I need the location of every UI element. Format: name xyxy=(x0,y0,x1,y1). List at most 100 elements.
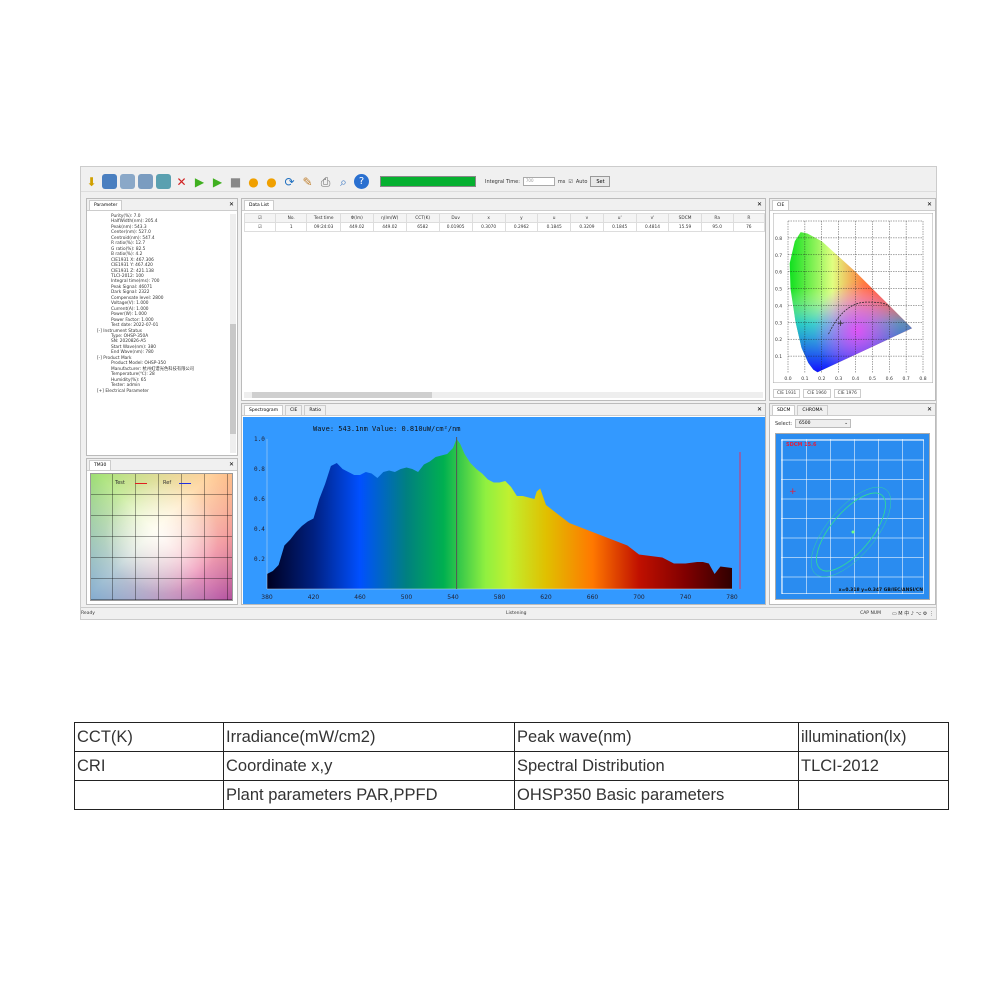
y-tick-label: 0.6 xyxy=(254,496,265,503)
column-header[interactable]: Ra xyxy=(700,213,734,223)
close-icon[interactable]: ✕ xyxy=(228,201,234,208)
table-cell: 76 xyxy=(732,222,765,232)
tab-cie[interactable]: CIE xyxy=(285,405,303,415)
delete-icon[interactable]: ✕ xyxy=(176,174,187,189)
spec-cell xyxy=(798,780,949,810)
column-header[interactable]: No. xyxy=(274,213,308,223)
column-header[interactable]: v xyxy=(570,213,604,223)
table-icon[interactable] xyxy=(156,174,171,189)
data-table: ☑ No. Test time Φ(lm) η(lm/W) CCT(K) Duv x y u v u'… xyxy=(244,213,765,232)
tab-cie[interactable]: CIE xyxy=(772,200,790,210)
spec-cell: illumination(lx) xyxy=(798,722,949,752)
table-cell: 15.59 xyxy=(668,222,702,232)
close-icon[interactable]: ✕ xyxy=(926,406,932,413)
column-header[interactable]: v' xyxy=(635,213,670,223)
x-tick-label: 0.5 xyxy=(869,376,876,382)
save-icon[interactable] xyxy=(102,174,117,189)
column-header[interactable]: Φ(lm) xyxy=(339,213,374,223)
tab-cie-space[interactable]: CIE 1976 xyxy=(833,389,861,398)
database-icon[interactable] xyxy=(120,174,135,189)
parameter-item: CIE1931 X: 467.306 xyxy=(111,257,154,263)
column-header[interactable]: Test time xyxy=(306,213,341,223)
column-header[interactable]: u xyxy=(537,213,572,223)
tab-sdcm[interactable]: SDCM xyxy=(772,405,796,415)
auto-checkbox[interactable]: ☑ xyxy=(568,178,573,185)
scrollbar[interactable] xyxy=(230,214,236,453)
refresh-icon[interactable]: ⟳ xyxy=(284,174,295,189)
table-row[interactable]: ☑ 1 09:24:03 449.02 449.02 6582 0.01905 0.3070 0… xyxy=(244,222,765,232)
parameter-item: Test date: 2022-07-01 xyxy=(111,323,159,329)
tab-chroma[interactable]: CHROMA xyxy=(797,405,828,415)
select-value: 6500 xyxy=(799,421,811,426)
row-checkbox[interactable]: ☑ xyxy=(244,222,276,232)
tab-spectrogram[interactable]: Spectrogram xyxy=(244,405,284,415)
close-icon[interactable]: ✕ xyxy=(756,201,762,208)
table-cell: 449.02 xyxy=(372,222,407,232)
horizontal-scrollbar[interactable] xyxy=(244,392,763,398)
column-header[interactable]: u' xyxy=(602,213,637,223)
spec-cell: OHSP350 Basic parameters xyxy=(514,780,799,810)
table-cell: 0.2962 xyxy=(504,222,539,232)
help-icon[interactable]: ? xyxy=(354,174,369,189)
close-icon[interactable]: ✕ xyxy=(756,406,762,413)
column-header[interactable]: x xyxy=(471,213,506,223)
table-cell: 0.3070 xyxy=(471,222,506,232)
table-cell: 0.01905 xyxy=(438,222,473,232)
parameter-item: [-] Product Mark xyxy=(97,355,132,361)
select-label: Select: xyxy=(775,421,793,427)
column-header[interactable]: Duv xyxy=(438,213,473,223)
x-tick-label: 0.8 xyxy=(919,376,926,382)
parameter-item: Voltage(V): 1.000 xyxy=(111,301,149,307)
spec-cell: Spectral Distribution xyxy=(514,751,799,781)
column-header[interactable]: R xyxy=(732,213,765,223)
tab-cie-space[interactable]: CIE 1960 xyxy=(803,389,831,398)
column-header[interactable]: η(lm/W) xyxy=(372,213,407,223)
tab-parameter[interactable]: Parameter xyxy=(89,200,123,210)
data-list-panel: Data List ✕ ☑ No. Test time Φ(lm) η(lm/W) CCT(… xyxy=(241,198,766,401)
tm30-panel: TM30 ✕ Test Ref xyxy=(86,458,238,605)
play-continuous-icon[interactable]: ▶ xyxy=(212,174,223,189)
unit-label: ms xyxy=(557,178,566,185)
y-tick-label: 0.6 xyxy=(775,270,782,276)
close-icon[interactable]: ✕ xyxy=(926,201,932,208)
legend-ref: Ref xyxy=(163,480,172,486)
column-header[interactable]: SDCM xyxy=(668,213,702,223)
spectral-locus-purple xyxy=(789,232,912,373)
chevron-down-icon: ⌄ xyxy=(844,421,848,426)
set-button[interactable]: Set xyxy=(590,176,611,187)
bulb-settings-icon[interactable]: ● xyxy=(266,174,277,189)
search-document-icon[interactable]: ⌕ xyxy=(340,174,347,189)
spec-cell: Coordinate x,y xyxy=(223,751,515,781)
tab-ratio[interactable]: Ratio xyxy=(304,405,326,415)
tab-cie-space[interactable]: CIE 1931 xyxy=(773,389,801,398)
export-icon[interactable] xyxy=(138,174,153,189)
close-icon[interactable]: ✕ xyxy=(228,461,234,468)
tab-tm30[interactable]: TM30 xyxy=(89,460,112,470)
edit-icon[interactable]: ✎ xyxy=(302,174,313,189)
x-tick-label: 0.3 xyxy=(835,376,842,382)
bulb-icon[interactable]: ● xyxy=(248,174,259,189)
target-marker: + xyxy=(789,487,797,497)
select-all-checkbox[interactable]: ☑ xyxy=(244,213,276,223)
parameter-item: Integral time(ms): 700 xyxy=(111,279,160,285)
import-icon[interactable]: ⬇ xyxy=(86,174,97,189)
cct-select[interactable]: 6500 ⌄ xyxy=(795,419,851,428)
play-icon[interactable]: ▶ xyxy=(194,174,205,189)
sdcm-panel: SDCM CHROMA ✕ Select: 6500 ⌄ SDCM 15.6 + x=… xyxy=(769,403,936,605)
printer-icon[interactable]: ⎙ xyxy=(320,174,331,189)
parameter-item: End Wave(nm): 780 xyxy=(111,350,154,356)
parameter-item: Compensate level: 2800 xyxy=(111,295,164,301)
stop-icon[interactable]: ■ xyxy=(229,174,242,189)
parameter-item: CIE1931 Z: 421.138 xyxy=(111,268,154,274)
integral-time-input[interactable]: 700 xyxy=(522,177,555,186)
ime-toolbar-icons[interactable]: ▭ M 中 ♪ ⌥ ⚙ ⋮ xyxy=(891,611,934,617)
parameter-item: G ratio(%): 82.5 xyxy=(111,246,146,252)
chromaticity-point: + xyxy=(837,319,845,329)
legend-test: Test xyxy=(115,480,125,486)
column-header[interactable]: y xyxy=(504,213,539,223)
parameter-item: Manufacturer: 杭州虹谱光色科技有限公司 xyxy=(111,366,195,372)
column-header[interactable]: CCT(K) xyxy=(405,213,440,223)
tab-data-list[interactable]: Data List xyxy=(244,200,275,210)
table-cell: 1 xyxy=(274,222,308,232)
spec-row: CRI Coordinate x,y Spectral Distribution T… xyxy=(74,751,949,781)
